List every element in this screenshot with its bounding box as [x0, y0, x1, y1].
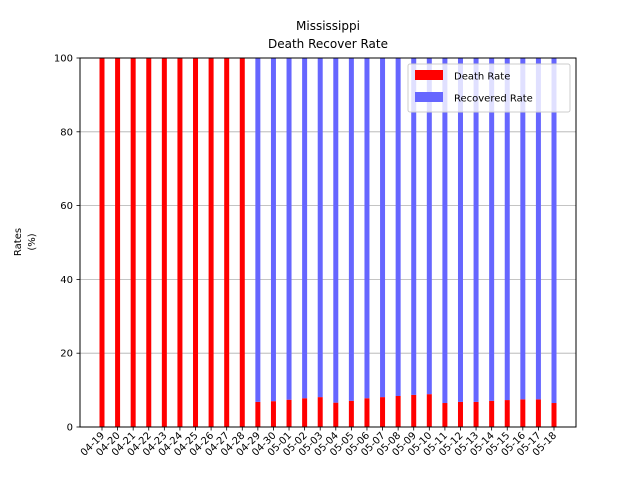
legend-swatch-recovered-rate — [415, 92, 443, 102]
grid-layer — [80, 131, 576, 354]
bar-death-rate — [535, 399, 541, 427]
chart-title-line-1: Mississippi — [296, 19, 360, 33]
bar-recovered-rate — [364, 58, 370, 399]
bar-recovered-rate — [535, 58, 541, 400]
bar-death-rate — [302, 398, 308, 427]
bar-death-rate — [380, 397, 386, 427]
bar-death-rate — [99, 58, 105, 427]
y-tick-label: 0 — [67, 423, 73, 434]
bar-recovered-rate — [255, 58, 261, 402]
y-tick-label: 20 — [60, 349, 73, 360]
bar-death-rate — [457, 401, 463, 427]
bar-death-rate — [489, 400, 495, 427]
bar-death-rate — [255, 401, 261, 427]
bar-death-rate — [520, 399, 526, 427]
bar-recovered-rate — [473, 58, 479, 402]
bar-death-rate — [504, 400, 510, 427]
bar-death-rate — [551, 403, 557, 427]
bar-death-rate — [395, 396, 401, 427]
bar-recovered-rate — [551, 58, 557, 404]
bar-recovered-rate — [317, 58, 323, 398]
bar-death-rate — [426, 394, 432, 427]
bar-death-rate — [348, 400, 354, 427]
bar-death-rate — [364, 398, 370, 427]
y-tick-label: 40 — [60, 275, 73, 286]
bar-death-rate — [208, 58, 214, 427]
bar-recovered-rate — [333, 58, 339, 403]
axes-layer: 02040608010004-1904-2004-2104-2204-2304-… — [54, 54, 559, 459]
bar-death-rate — [411, 394, 417, 427]
bar-death-rate — [115, 58, 121, 427]
bar-recovered-rate — [302, 58, 308, 399]
legend-label-death-rate: Death Rate — [454, 72, 510, 83]
y-tick-label: 100 — [54, 54, 73, 65]
bar-death-rate — [473, 401, 479, 427]
bars-layer — [99, 58, 557, 427]
legend-swatch-death-rate — [415, 70, 443, 80]
bar-recovered-rate — [442, 58, 448, 404]
bar-death-rate — [193, 58, 199, 427]
bar-recovered-rate — [380, 58, 386, 398]
bar-death-rate — [317, 397, 323, 427]
bar-death-rate — [270, 401, 276, 427]
bar-death-rate — [146, 58, 152, 427]
bar-recovered-rate — [426, 58, 432, 395]
plot-frame — [79, 57, 577, 428]
y-tick-label: 60 — [60, 201, 73, 212]
bar-recovered-rate — [411, 58, 417, 395]
bar-recovered-rate — [348, 58, 354, 401]
bar-death-rate — [224, 58, 230, 427]
bar-recovered-rate — [504, 58, 510, 401]
y-axis-label-line-1: Rates — [13, 228, 24, 256]
bar-recovered-rate — [270, 58, 276, 402]
y-axis-label-line-2: (%) — [27, 233, 38, 250]
bar-recovered-rate — [457, 58, 463, 402]
bar-recovered-rate — [489, 58, 495, 401]
bar-death-rate — [239, 58, 245, 427]
bar-recovered-rate — [286, 58, 292, 400]
legend-label-recovered-rate: Recovered Rate — [454, 94, 533, 105]
bar-death-rate — [161, 58, 167, 427]
bar-death-rate — [177, 58, 183, 427]
legend-box — [407, 63, 571, 113]
chart-title-line-2: Death Recover Rate — [268, 37, 388, 51]
y-tick-label: 80 — [60, 127, 73, 138]
bar-death-rate — [286, 399, 292, 427]
legend: Death Rate Recovered Rate — [407, 63, 571, 113]
bar-death-rate — [130, 58, 136, 427]
bar-death-rate — [442, 403, 448, 427]
bar-recovered-rate — [395, 58, 401, 397]
bar-recovered-rate — [520, 58, 526, 400]
bar-death-rate — [333, 402, 339, 427]
